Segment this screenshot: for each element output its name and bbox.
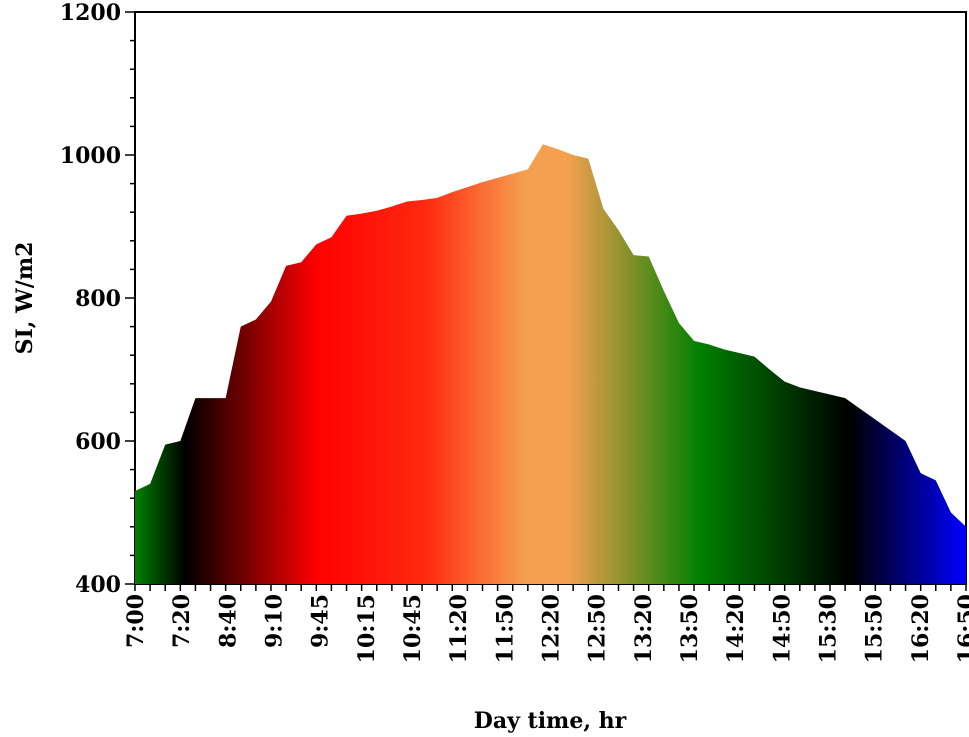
y-tick-label: 600 xyxy=(75,429,121,455)
x-tick-label: 8:40 xyxy=(215,594,241,648)
y-axis: 400 600 800 1000 1200 xyxy=(60,0,135,598)
x-tick-label: 9:10 xyxy=(262,594,288,648)
x-tick-label: 13:20 xyxy=(631,594,657,663)
y-tick-label: 800 xyxy=(75,286,121,312)
x-tick-label: 7:20 xyxy=(169,594,195,648)
x-tick-label: 15:30 xyxy=(816,594,842,663)
x-axis: 7:00 7:20 8:40 9:10 9:45 10:15 10:45 11:20 11:50… xyxy=(123,584,969,663)
x-tick-label: 16:20 xyxy=(908,594,934,663)
y-tick-label: 400 xyxy=(75,572,121,598)
x-tick-label: 12:20 xyxy=(539,594,565,663)
x-tick-label: 15:50 xyxy=(862,594,888,663)
x-tick-label: 11:20 xyxy=(446,594,472,663)
y-tick-label: 1000 xyxy=(60,143,121,169)
x-tick-label: 12:50 xyxy=(585,594,611,663)
x-tick-label: 11:50 xyxy=(492,594,518,663)
y-tick-label: 1200 xyxy=(60,0,121,26)
irradiance-area xyxy=(135,144,966,584)
x-tick-label: 14:50 xyxy=(769,594,795,663)
x-tick-label: 7:00 xyxy=(123,594,149,648)
x-tick-label: 13:50 xyxy=(677,594,703,663)
x-tick-label: 9:45 xyxy=(308,594,334,648)
x-tick-label: 10:45 xyxy=(400,594,426,663)
x-tick-label: 16:50 xyxy=(954,594,969,663)
y-axis-title: SI, W/m2 xyxy=(12,242,38,355)
x-axis-title: Day time, hr xyxy=(474,708,627,734)
x-tick-label: 14:20 xyxy=(723,594,749,663)
x-tick-label: 10:15 xyxy=(354,594,380,663)
